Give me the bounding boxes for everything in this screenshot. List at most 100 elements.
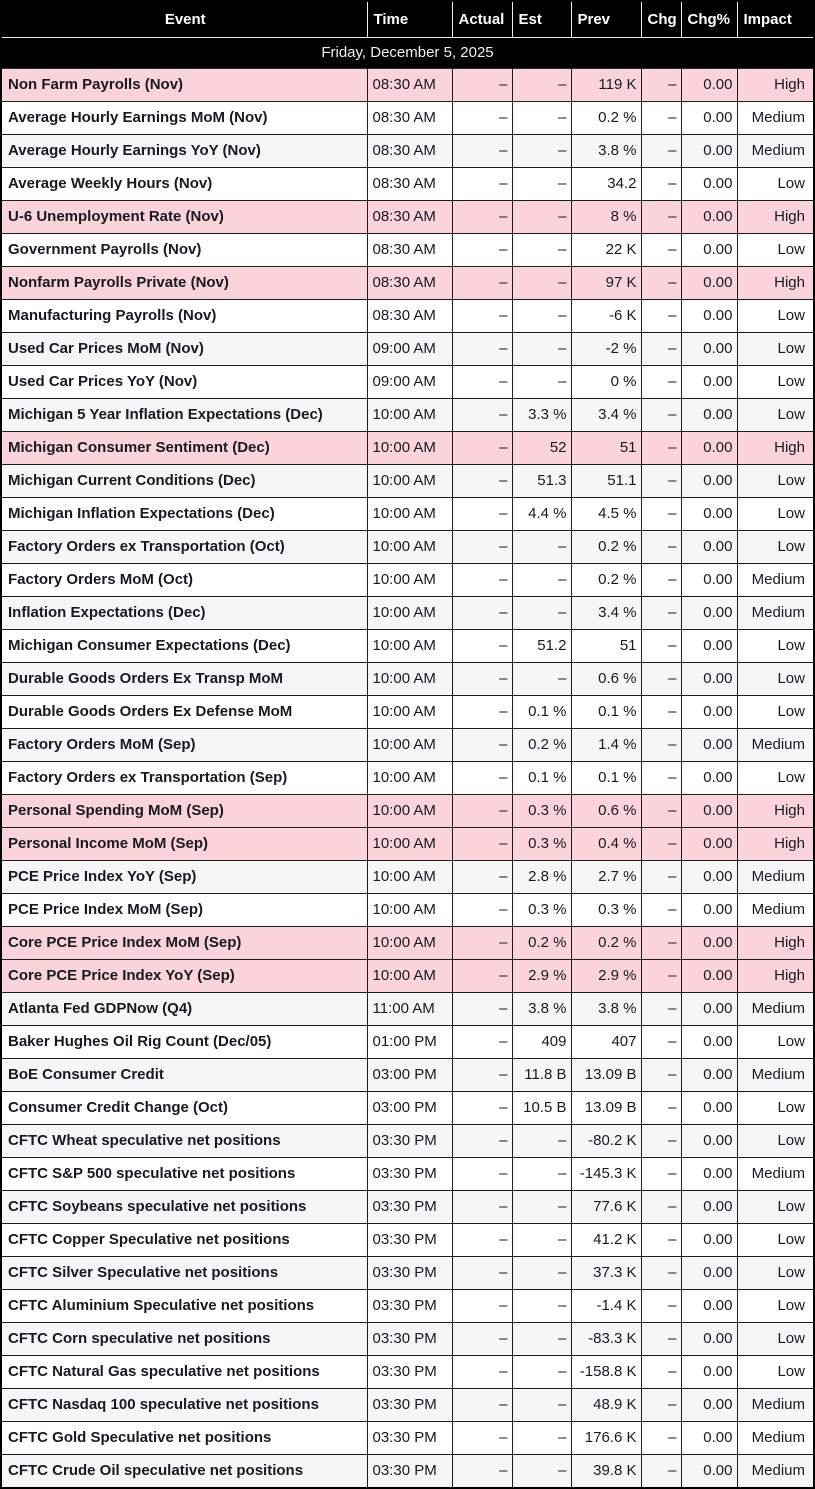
event-row[interactable]: Michigan Inflation Expectations (Dec) 10:… <box>0 497 815 531</box>
event-name-cell[interactable]: CFTC S&P 500 speculative net positions <box>0 1157 368 1191</box>
event-name-cell[interactable]: Manufacturing Payrolls (Nov) <box>0 299 368 333</box>
event-name-cell[interactable]: Michigan Current Conditions (Dec) <box>0 464 368 498</box>
est-cell: – <box>511 299 572 333</box>
event-name-cell[interactable]: Personal Spending MoM (Sep) <box>0 794 368 828</box>
event-name-cell[interactable]: CFTC Natural Gas speculative net positio… <box>0 1355 368 1389</box>
event-row[interactable]: U-6 Unemployment Rate (Nov) 08:30 AM – –8 %… <box>0 200 815 234</box>
event-name-cell[interactable]: Non Farm Payrolls (Nov) <box>0 68 368 102</box>
est-cell: 3.8 % <box>511 992 572 1026</box>
event-name-cell[interactable]: CFTC Copper Speculative net positions <box>0 1223 368 1257</box>
impact-cell: Low <box>736 1289 815 1323</box>
event-name-cell[interactable]: CFTC Wheat speculative net positions <box>0 1124 368 1158</box>
event-name-cell[interactable]: Average Hourly Earnings MoM (Nov) <box>0 101 368 135</box>
event-row[interactable]: Factory Orders MoM (Oct) 10:00 AM – –0.2 % –… <box>0 563 815 597</box>
event-name-cell[interactable]: Factory Orders MoM (Sep) <box>0 728 368 762</box>
event-row[interactable]: Michigan Current Conditions (Dec) 10:00 A… <box>0 464 815 498</box>
event-name-cell[interactable]: Factory Orders MoM (Oct) <box>0 563 368 597</box>
event-row[interactable]: CFTC Nasdaq 100 speculative net position… <box>0 1388 815 1422</box>
event-name-cell[interactable]: Used Car Prices MoM (Nov) <box>0 332 368 366</box>
event-row[interactable]: CFTC Wheat speculative net positions 03:3… <box>0 1124 815 1158</box>
chg_pct-cell: 0.00 <box>680 101 738 135</box>
event-name-cell[interactable]: BoE Consumer Credit <box>0 1058 368 1092</box>
event-row[interactable]: CFTC Aluminium Speculative net positions… <box>0 1289 815 1323</box>
event-row[interactable]: Atlanta Fed GDPNow (Q4) 11:00 AM –3.8 % 3.8… <box>0 992 815 1026</box>
event-name-cell[interactable]: Baker Hughes Oil Rig Count (Dec/05) <box>0 1025 368 1059</box>
event-name-cell[interactable]: Durable Goods Orders Ex Transp MoM <box>0 662 368 696</box>
event-row[interactable]: PCE Price Index YoY (Sep) 10:00 AM –2.8 % 2… <box>0 860 815 894</box>
event-row[interactable]: Consumer Credit Change (Oct) 03:00 PM –10.… <box>0 1091 815 1125</box>
event-row[interactable]: Personal Spending MoM (Sep) 10:00 AM –0.3 … <box>0 794 815 828</box>
chg-cell: – <box>640 992 682 1026</box>
prev-cell: 0.2 % <box>570 563 642 597</box>
est-cell: – <box>511 1223 572 1257</box>
event-name-cell[interactable]: CFTC Nasdaq 100 speculative net position… <box>0 1388 368 1422</box>
event-name-cell[interactable]: CFTC Crude Oil speculative net positions <box>0 1454 368 1489</box>
time-cell: 08:30 AM <box>366 266 453 300</box>
event-row[interactable]: Government Payrolls (Nov) 08:30 AM – –22 K –… <box>0 233 815 267</box>
event-name-cell[interactable]: Factory Orders ex Transportation (Oct) <box>0 530 368 564</box>
event-name-cell[interactable]: Durable Goods Orders Ex Defense MoM <box>0 695 368 729</box>
event-row[interactable]: Factory Orders ex Transportation (Sep) 10… <box>0 761 815 795</box>
event-row[interactable]: Core PCE Price Index YoY (Sep) 10:00 AM –2… <box>0 959 815 993</box>
event-name-cell[interactable]: Michigan Consumer Expectations (Dec) <box>0 629 368 663</box>
event-row[interactable]: Used Car Prices YoY (Nov) 09:00 AM – –0 % –0… <box>0 365 815 399</box>
event-row[interactable]: Durable Goods Orders Ex Defense MoM 10:00… <box>0 695 815 729</box>
actual-cell: – <box>451 1388 513 1422</box>
event-row[interactable]: CFTC Silver Speculative net positions 03:… <box>0 1256 815 1290</box>
event-row[interactable]: Personal Income MoM (Sep) 10:00 AM –0.3 % 0… <box>0 827 815 861</box>
event-row[interactable]: PCE Price Index MoM (Sep) 10:00 AM –0.3 % 0… <box>0 893 815 927</box>
event-row[interactable]: Manufacturing Payrolls (Nov) 08:30 AM – – -6… <box>0 299 815 333</box>
event-row[interactable]: Factory Orders MoM (Sep) 10:00 AM –0.2 % 1.… <box>0 728 815 762</box>
event-row[interactable]: Average Hourly Earnings YoY (Nov) 08:30 A… <box>0 134 815 168</box>
event-row[interactable]: Michigan Consumer Expectations (Dec) 10:0… <box>0 629 815 663</box>
impact-cell: Medium <box>736 728 815 762</box>
event-name-cell[interactable]: Government Payrolls (Nov) <box>0 233 368 267</box>
event-name-cell[interactable]: Used Car Prices YoY (Nov) <box>0 365 368 399</box>
event-name-cell[interactable]: Atlanta Fed GDPNow (Q4) <box>0 992 368 1026</box>
event-row[interactable]: Inflation Expectations (Dec) 10:00 AM – –3.… <box>0 596 815 630</box>
event-row[interactable]: Average Weekly Hours (Nov) 08:30 AM – –34.2… <box>0 167 815 201</box>
impact-cell: Low <box>736 1190 815 1224</box>
event-name-cell[interactable]: CFTC Silver Speculative net positions <box>0 1256 368 1290</box>
event-row[interactable]: CFTC Crude Oil speculative net positions… <box>0 1454 815 1489</box>
event-row[interactable]: CFTC Gold Speculative net positions 03:30… <box>0 1421 815 1455</box>
event-row[interactable]: Core PCE Price Index MoM (Sep) 10:00 AM –0… <box>0 926 815 960</box>
event-name-cell[interactable]: PCE Price Index YoY (Sep) <box>0 860 368 894</box>
event-name-cell[interactable]: CFTC Gold Speculative net positions <box>0 1421 368 1455</box>
event-name-cell[interactable]: Michigan 5 Year Inflation Expectations (… <box>0 398 368 432</box>
event-name-cell[interactable]: Average Weekly Hours (Nov) <box>0 167 368 201</box>
est-cell: 0.1 % <box>511 695 572 729</box>
event-name-cell[interactable]: CFTC Corn speculative net positions <box>0 1322 368 1356</box>
event-row[interactable]: CFTC Natural Gas speculative net positio… <box>0 1355 815 1389</box>
event-row[interactable]: Durable Goods Orders Ex Transp MoM 10:00 … <box>0 662 815 696</box>
event-row[interactable]: CFTC Soybeans speculative net positions 0… <box>0 1190 815 1224</box>
event-row[interactable]: Michigan 5 Year Inflation Expectations (… <box>0 398 815 432</box>
event-row[interactable]: Factory Orders ex Transportation (Oct) 10… <box>0 530 815 564</box>
event-name-cell[interactable]: U-6 Unemployment Rate (Nov) <box>0 200 368 234</box>
event-name-cell[interactable]: Personal Income MoM (Sep) <box>0 827 368 861</box>
event-name-cell[interactable]: Consumer Credit Change (Oct) <box>0 1091 368 1125</box>
event-row[interactable]: CFTC Corn speculative net positions 03:30… <box>0 1322 815 1356</box>
event-row[interactable]: Baker Hughes Oil Rig Count (Dec/05) 01:00… <box>0 1025 815 1059</box>
event-row[interactable]: Average Hourly Earnings MoM (Nov) 08:30 A… <box>0 101 815 135</box>
event-name-cell[interactable]: Michigan Consumer Sentiment (Dec) <box>0 431 368 465</box>
event-row[interactable]: BoE Consumer Credit 03:00 PM –11.8 B 13.09 … <box>0 1058 815 1092</box>
event-name-cell[interactable]: Michigan Inflation Expectations (Dec) <box>0 497 368 531</box>
impact-cell: High <box>736 827 815 861</box>
time-cell: 08:30 AM <box>366 233 453 267</box>
event-row[interactable]: Michigan Consumer Sentiment (Dec) 10:00 A… <box>0 431 815 465</box>
event-row[interactable]: Used Car Prices MoM (Nov) 09:00 AM – – -2 % –… <box>0 332 815 366</box>
event-name-cell[interactable]: Inflation Expectations (Dec) <box>0 596 368 630</box>
event-row[interactable]: CFTC S&P 500 speculative net positions 03… <box>0 1157 815 1191</box>
event-name-cell[interactable]: CFTC Soybeans speculative net positions <box>0 1190 368 1224</box>
event-row[interactable]: Nonfarm Payrolls Private (Nov) 08:30 AM – –… <box>0 266 815 300</box>
event-name-cell[interactable]: Average Hourly Earnings YoY (Nov) <box>0 134 368 168</box>
event-name-cell[interactable]: Core PCE Price Index MoM (Sep) <box>0 926 368 960</box>
event-name-cell[interactable]: Core PCE Price Index YoY (Sep) <box>0 959 368 993</box>
event-name-cell[interactable]: Nonfarm Payrolls Private (Nov) <box>0 266 368 300</box>
event-name-cell[interactable]: PCE Price Index MoM (Sep) <box>0 893 368 927</box>
event-name-cell[interactable]: Factory Orders ex Transportation (Sep) <box>0 761 368 795</box>
event-name-cell[interactable]: CFTC Aluminium Speculative net positions <box>0 1289 368 1323</box>
event-row[interactable]: Non Farm Payrolls (Nov) 08:30 AM – –119 K –0… <box>0 68 815 102</box>
event-row[interactable]: CFTC Copper Speculative net positions 03:… <box>0 1223 815 1257</box>
